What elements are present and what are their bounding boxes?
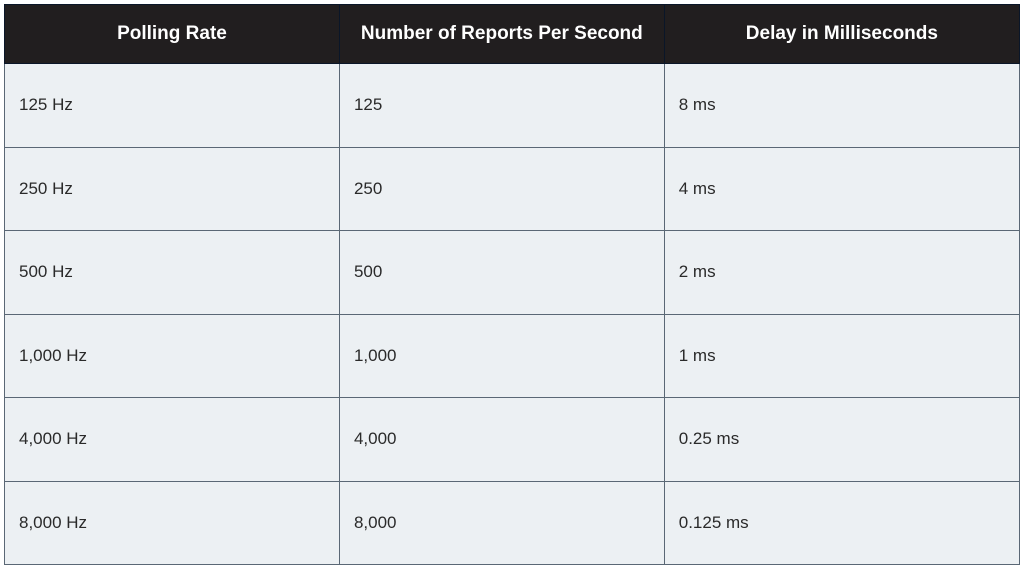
- table-row: 250 Hz 250 4 ms: [5, 147, 1020, 231]
- column-header-polling-rate: Polling Rate: [5, 5, 340, 64]
- table-header: Polling Rate Number of Reports Per Secon…: [5, 5, 1020, 64]
- table-container: Polling Rate Number of Reports Per Secon…: [4, 4, 1020, 565]
- cell-delay: 0.25 ms: [664, 398, 1019, 482]
- cell-polling-rate: 500 Hz: [5, 231, 340, 315]
- cell-polling-rate: 250 Hz: [5, 147, 340, 231]
- column-header-delay: Delay in Milliseconds: [664, 5, 1019, 64]
- cell-polling-rate: 125 Hz: [5, 64, 340, 148]
- table-row: 4,000 Hz 4,000 0.25 ms: [5, 398, 1020, 482]
- cell-reports: 8,000: [339, 481, 664, 565]
- table-row: 500 Hz 500 2 ms: [5, 231, 1020, 315]
- cell-delay: 1 ms: [664, 314, 1019, 398]
- table-row: 125 Hz 125 8 ms: [5, 64, 1020, 148]
- cell-reports: 250: [339, 147, 664, 231]
- table-header-row: Polling Rate Number of Reports Per Secon…: [5, 5, 1020, 64]
- table-body: 125 Hz 125 8 ms 250 Hz 250 4 ms 500 Hz 5…: [5, 64, 1020, 565]
- cell-reports: 1,000: [339, 314, 664, 398]
- cell-delay: 4 ms: [664, 147, 1019, 231]
- cell-polling-rate: 1,000 Hz: [5, 314, 340, 398]
- polling-rate-table: Polling Rate Number of Reports Per Secon…: [4, 4, 1020, 565]
- table-row: 1,000 Hz 1,000 1 ms: [5, 314, 1020, 398]
- cell-polling-rate: 8,000 Hz: [5, 481, 340, 565]
- cell-polling-rate: 4,000 Hz: [5, 398, 340, 482]
- cell-delay: 2 ms: [664, 231, 1019, 315]
- cell-reports: 500: [339, 231, 664, 315]
- column-header-reports-per-second: Number of Reports Per Second: [339, 5, 664, 64]
- cell-reports: 4,000: [339, 398, 664, 482]
- cell-delay: 8 ms: [664, 64, 1019, 148]
- cell-reports: 125: [339, 64, 664, 148]
- table-row: 8,000 Hz 8,000 0.125 ms: [5, 481, 1020, 565]
- cell-delay: 0.125 ms: [664, 481, 1019, 565]
